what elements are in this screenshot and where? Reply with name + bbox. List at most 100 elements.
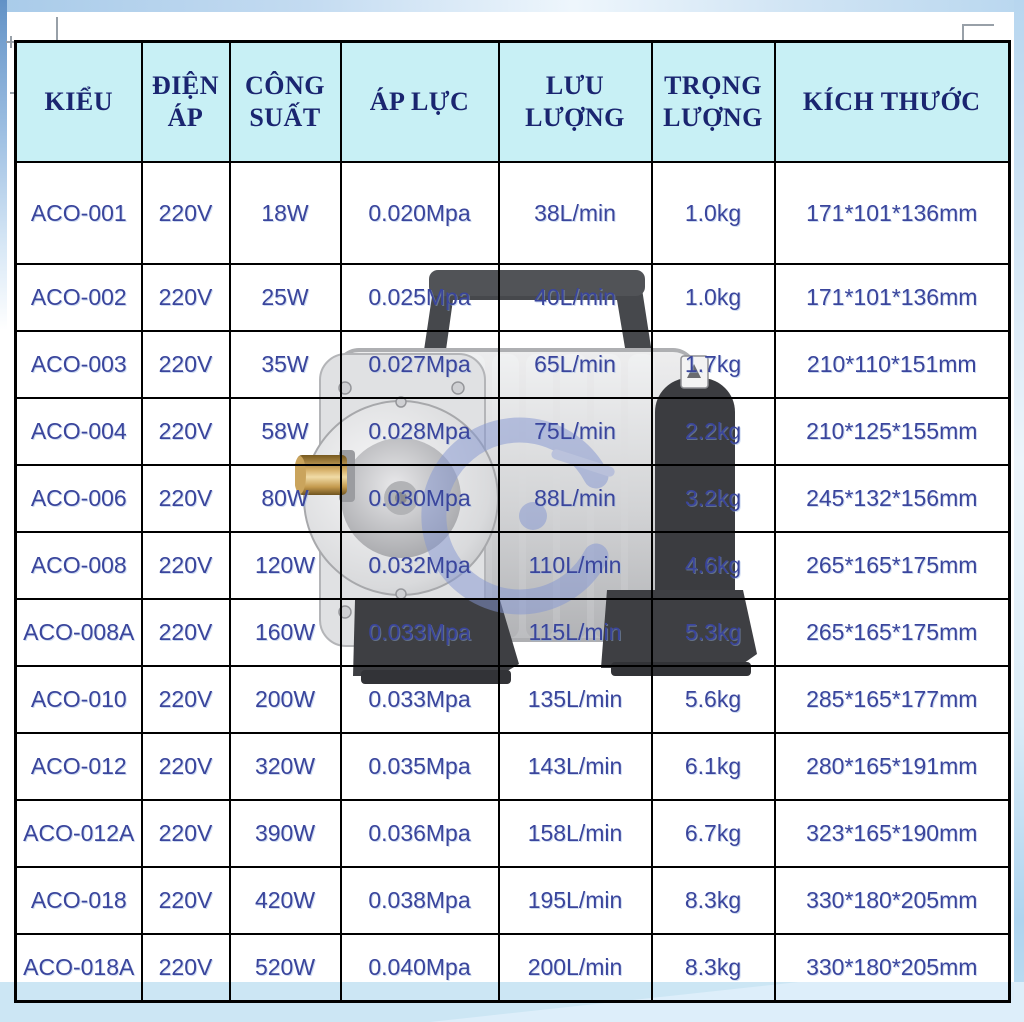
cell: ACO-008A xyxy=(14,598,143,667)
cell: 135L/min xyxy=(497,665,653,734)
cell: 80W xyxy=(228,464,342,533)
cell: 1.0kg xyxy=(650,161,776,265)
cell: 265*165*175mm xyxy=(773,531,1011,600)
header-row: KIỂU ĐIỆN ÁP CÔNG SUẤT ÁP LỰC LƯU LƯỢNG … xyxy=(14,40,1011,163)
cell: 171*101*136mm xyxy=(773,263,1011,332)
cell: 0.025Mpa xyxy=(339,263,500,332)
header-model: KIỂU xyxy=(14,40,143,163)
cell: 220V xyxy=(140,799,231,868)
cell: 265*165*175mm xyxy=(773,598,1011,667)
cell: 330*180*205mm xyxy=(773,933,1011,1003)
cell: 171*101*136mm xyxy=(773,161,1011,265)
cell: 0.028Mpa xyxy=(339,397,500,466)
cell: 220V xyxy=(140,464,231,533)
cell: 220V xyxy=(140,866,231,935)
table-body: ACO-001 220V 18W 0.020Mpa 38L/min 1.0kg 171*10… xyxy=(14,161,1011,1003)
cell: 0.020Mpa xyxy=(339,161,500,265)
cell: 245*132*156mm xyxy=(773,464,1011,533)
table-row: ACO-018 220V 420W 0.038Mpa 195L/min 8.3kg 330*… xyxy=(14,866,1011,935)
cell: 520W xyxy=(228,933,342,1003)
cell: ACO-003 xyxy=(14,330,143,399)
table-row: ACO-001 220V 18W 0.020Mpa 38L/min 1.0kg 171*10… xyxy=(14,161,1011,265)
cell: 330*180*205mm xyxy=(773,866,1011,935)
cell: 40L/min xyxy=(497,263,653,332)
cell: 220V xyxy=(140,397,231,466)
cell: 115L/min xyxy=(497,598,653,667)
cell: 35W xyxy=(228,330,342,399)
cell: 200W xyxy=(228,665,342,734)
cell: 210*125*155mm xyxy=(773,397,1011,466)
table-row: ACO-010 220V 200W 0.033Mpa 135L/min 5.6kg 285*… xyxy=(14,665,1011,734)
cell: ACO-010 xyxy=(14,665,143,734)
cell: 0.027Mpa xyxy=(339,330,500,399)
cell: 0.030Mpa xyxy=(339,464,500,533)
cell: 210*110*151mm xyxy=(773,330,1011,399)
cell: ACO-001 xyxy=(14,161,143,265)
cell: 65L/min xyxy=(497,330,653,399)
cell: 38L/min xyxy=(497,161,653,265)
table-row: ACO-004 220V 58W 0.028Mpa 75L/min 2.2kg 210*12… xyxy=(14,397,1011,466)
table-row: ACO-012 220V 320W 0.035Mpa 143L/min 6.1kg 280*… xyxy=(14,732,1011,801)
cell: 158L/min xyxy=(497,799,653,868)
cell: ACO-008 xyxy=(14,531,143,600)
header-weight: TRỌNG LƯỢNG xyxy=(650,40,776,163)
cell: 220V xyxy=(140,933,231,1003)
cell: 323*165*190mm xyxy=(773,799,1011,868)
page-right-band xyxy=(1014,0,1024,1022)
table-header: KIỂU ĐIỆN ÁP CÔNG SUẤT ÁP LỰC LƯU LƯỢNG … xyxy=(14,40,1011,163)
table-row: ACO-006 220V 80W 0.030Mpa 88L/min 3.2kg 245*13… xyxy=(14,464,1011,533)
cell: 8.3kg xyxy=(650,866,776,935)
cell: ACO-006 xyxy=(14,464,143,533)
cell: 220V xyxy=(140,598,231,667)
cell: 5.6kg xyxy=(650,665,776,734)
cell: 220V xyxy=(140,330,231,399)
table-row: ACO-002 220V 25W 0.025Mpa 40L/min 1.0kg 171*10… xyxy=(14,263,1011,332)
ruler-mark xyxy=(6,41,16,43)
cell: 390W xyxy=(228,799,342,868)
cell: 285*165*177mm xyxy=(773,665,1011,734)
header-voltage: ĐIỆN ÁP xyxy=(140,40,231,163)
cell: 5.3kg xyxy=(650,598,776,667)
cell: 220V xyxy=(140,263,231,332)
cell: 2.2kg xyxy=(650,397,776,466)
cell: 0.040Mpa xyxy=(339,933,500,1003)
cell: 0.038Mpa xyxy=(339,866,500,935)
table-row: ACO-018A 220V 520W 0.040Mpa 200L/min 8.3kg 330… xyxy=(14,933,1011,1003)
header-pressure: ÁP LỰC xyxy=(339,40,500,163)
cell: 4.6kg xyxy=(650,531,776,600)
ruler-mark xyxy=(10,92,16,94)
cell: 0.035Mpa xyxy=(339,732,500,801)
cell: 0.033Mpa xyxy=(339,598,500,667)
cell: ACO-012 xyxy=(14,732,143,801)
cell: 3.2kg xyxy=(650,464,776,533)
spec-table: KIỂU ĐIỆN ÁP CÔNG SUẤT ÁP LỰC LƯU LƯỢNG … xyxy=(14,40,1011,1003)
ruler-mark xyxy=(962,24,994,26)
cell: 220V xyxy=(140,665,231,734)
page-top-band xyxy=(0,0,1024,12)
cell: 420W xyxy=(228,866,342,935)
cell: ACO-002 xyxy=(14,263,143,332)
table-row: ACO-012A 220V 390W 0.036Mpa 158L/min 6.7kg 323… xyxy=(14,799,1011,868)
cell: 0.033Mpa xyxy=(339,665,500,734)
cell: ACO-018A xyxy=(14,933,143,1003)
cell: 0.036Mpa xyxy=(339,799,500,868)
cell: 220V xyxy=(140,732,231,801)
cell: ACO-004 xyxy=(14,397,143,466)
table-row: ACO-008A 220V 160W 0.033Mpa 115L/min 5.3kg 265… xyxy=(14,598,1011,667)
ruler-mark xyxy=(56,17,58,47)
cell: 1.0kg xyxy=(650,263,776,332)
cell: ACO-012A xyxy=(14,799,143,868)
page-left-band xyxy=(0,0,7,330)
cell: 120W xyxy=(228,531,342,600)
header-dimensions: KÍCH THƯỚC xyxy=(773,40,1011,163)
cell: 6.1kg xyxy=(650,732,776,801)
cell: 8.3kg xyxy=(650,933,776,1003)
cell: 18W xyxy=(228,161,342,265)
table-row: ACO-003 220V 35W 0.027Mpa 65L/min 1.7kg 210*11… xyxy=(14,330,1011,399)
cell: 6.7kg xyxy=(650,799,776,868)
cell: 200L/min xyxy=(497,933,653,1003)
cell: 195L/min xyxy=(497,866,653,935)
cell: 160W xyxy=(228,598,342,667)
cell: 280*165*191mm xyxy=(773,732,1011,801)
cell: ACO-018 xyxy=(14,866,143,935)
